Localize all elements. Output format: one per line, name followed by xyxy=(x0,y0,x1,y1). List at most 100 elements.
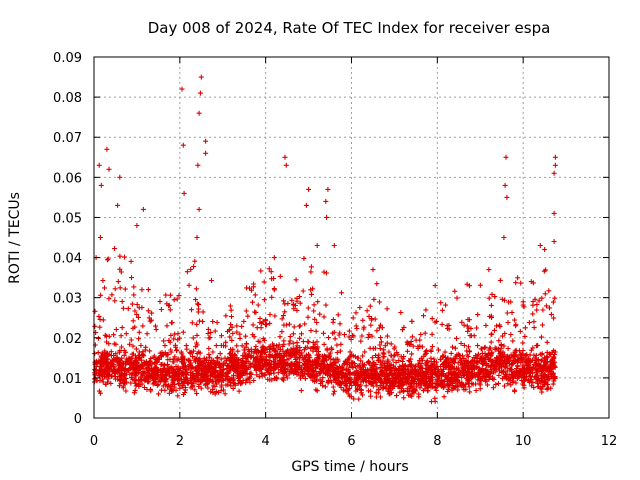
data-point xyxy=(348,337,354,342)
data-point xyxy=(489,315,495,320)
data-point xyxy=(200,319,206,324)
data-point xyxy=(376,325,382,331)
data-point-peak xyxy=(486,267,492,273)
data-point xyxy=(452,345,458,351)
data-point xyxy=(358,369,363,375)
data-point xyxy=(410,375,416,381)
data-point xyxy=(363,383,369,389)
data-point xyxy=(461,322,467,328)
data-point xyxy=(130,365,136,371)
data-point xyxy=(120,385,126,391)
data-point xyxy=(461,384,467,390)
data-point xyxy=(289,297,295,303)
data-point xyxy=(144,375,150,381)
data-point xyxy=(466,384,472,390)
data-point xyxy=(181,372,187,378)
data-point xyxy=(388,341,394,347)
data-point xyxy=(477,282,483,288)
data-point xyxy=(119,344,125,350)
data-point xyxy=(205,385,211,391)
data-point xyxy=(189,307,194,313)
data-point xyxy=(524,352,530,357)
data-point xyxy=(550,299,556,305)
data-point xyxy=(404,339,410,345)
data-point xyxy=(527,369,533,375)
data-point xyxy=(267,312,273,317)
data-point xyxy=(155,381,161,387)
data-point xyxy=(377,342,383,348)
data-point xyxy=(265,376,271,382)
data-point xyxy=(102,285,107,291)
data-point xyxy=(210,378,216,384)
data-point xyxy=(531,325,537,331)
data-point-peak xyxy=(552,162,558,168)
data-point xyxy=(400,327,405,333)
y-axis-ticks: 0 0.01 0.02 0.03 0.04 0.05 0.06 0.07 0.08 0.09 xyxy=(53,51,609,427)
data-point xyxy=(260,319,266,325)
data-point xyxy=(215,354,221,360)
data-point xyxy=(130,343,136,349)
data-point xyxy=(492,345,498,351)
y-tick: 0.08 xyxy=(53,91,609,106)
data-point xyxy=(182,390,188,395)
data-point xyxy=(110,364,116,370)
data-point xyxy=(104,351,110,357)
data-point xyxy=(175,376,181,381)
data-point xyxy=(529,383,534,389)
data-point xyxy=(377,365,383,371)
data-point xyxy=(119,325,125,331)
data-point xyxy=(210,319,216,324)
data-point xyxy=(317,371,323,377)
data-point xyxy=(446,363,452,369)
data-point xyxy=(494,323,499,329)
y-tick-label: 0.03 xyxy=(53,292,82,307)
data-point xyxy=(483,323,489,328)
data-point xyxy=(392,352,398,358)
data-point xyxy=(299,331,304,337)
data-point xyxy=(261,297,267,303)
data-point xyxy=(366,358,372,364)
data-point xyxy=(251,334,257,340)
data-point xyxy=(423,307,429,313)
data-point xyxy=(493,359,499,365)
data-point xyxy=(309,361,315,367)
y-tick-label: 0 xyxy=(74,412,82,427)
data-point xyxy=(198,385,204,391)
data-point xyxy=(408,380,414,386)
data-point xyxy=(300,339,306,345)
data-point xyxy=(434,359,439,365)
data-point xyxy=(530,302,536,308)
data-point xyxy=(513,280,519,286)
data-point xyxy=(123,349,129,355)
data-point xyxy=(153,323,158,329)
data-point xyxy=(132,387,138,393)
data-point xyxy=(124,359,130,365)
data-point xyxy=(147,359,152,365)
data-point xyxy=(350,359,356,365)
data-point xyxy=(146,379,152,385)
data-point xyxy=(381,347,387,353)
data-point xyxy=(358,338,364,344)
data-point xyxy=(388,390,394,396)
data-point xyxy=(520,363,526,369)
data-point xyxy=(482,344,488,350)
data-point xyxy=(388,365,393,371)
data-point xyxy=(361,324,367,330)
data-point xyxy=(378,322,383,328)
data-point xyxy=(180,359,185,364)
data-point xyxy=(329,346,335,352)
data-point xyxy=(415,373,421,379)
data-point xyxy=(185,357,191,363)
data-point xyxy=(175,365,181,371)
data-point xyxy=(490,385,496,391)
data-point-peak xyxy=(98,182,104,188)
data-point xyxy=(509,310,515,315)
data-point xyxy=(326,378,332,384)
data-point xyxy=(546,368,552,374)
data-point xyxy=(280,343,286,349)
data-point xyxy=(201,355,207,361)
data-point xyxy=(119,299,125,304)
data-point xyxy=(334,372,340,378)
data-point xyxy=(212,391,218,397)
data-point xyxy=(282,353,287,359)
